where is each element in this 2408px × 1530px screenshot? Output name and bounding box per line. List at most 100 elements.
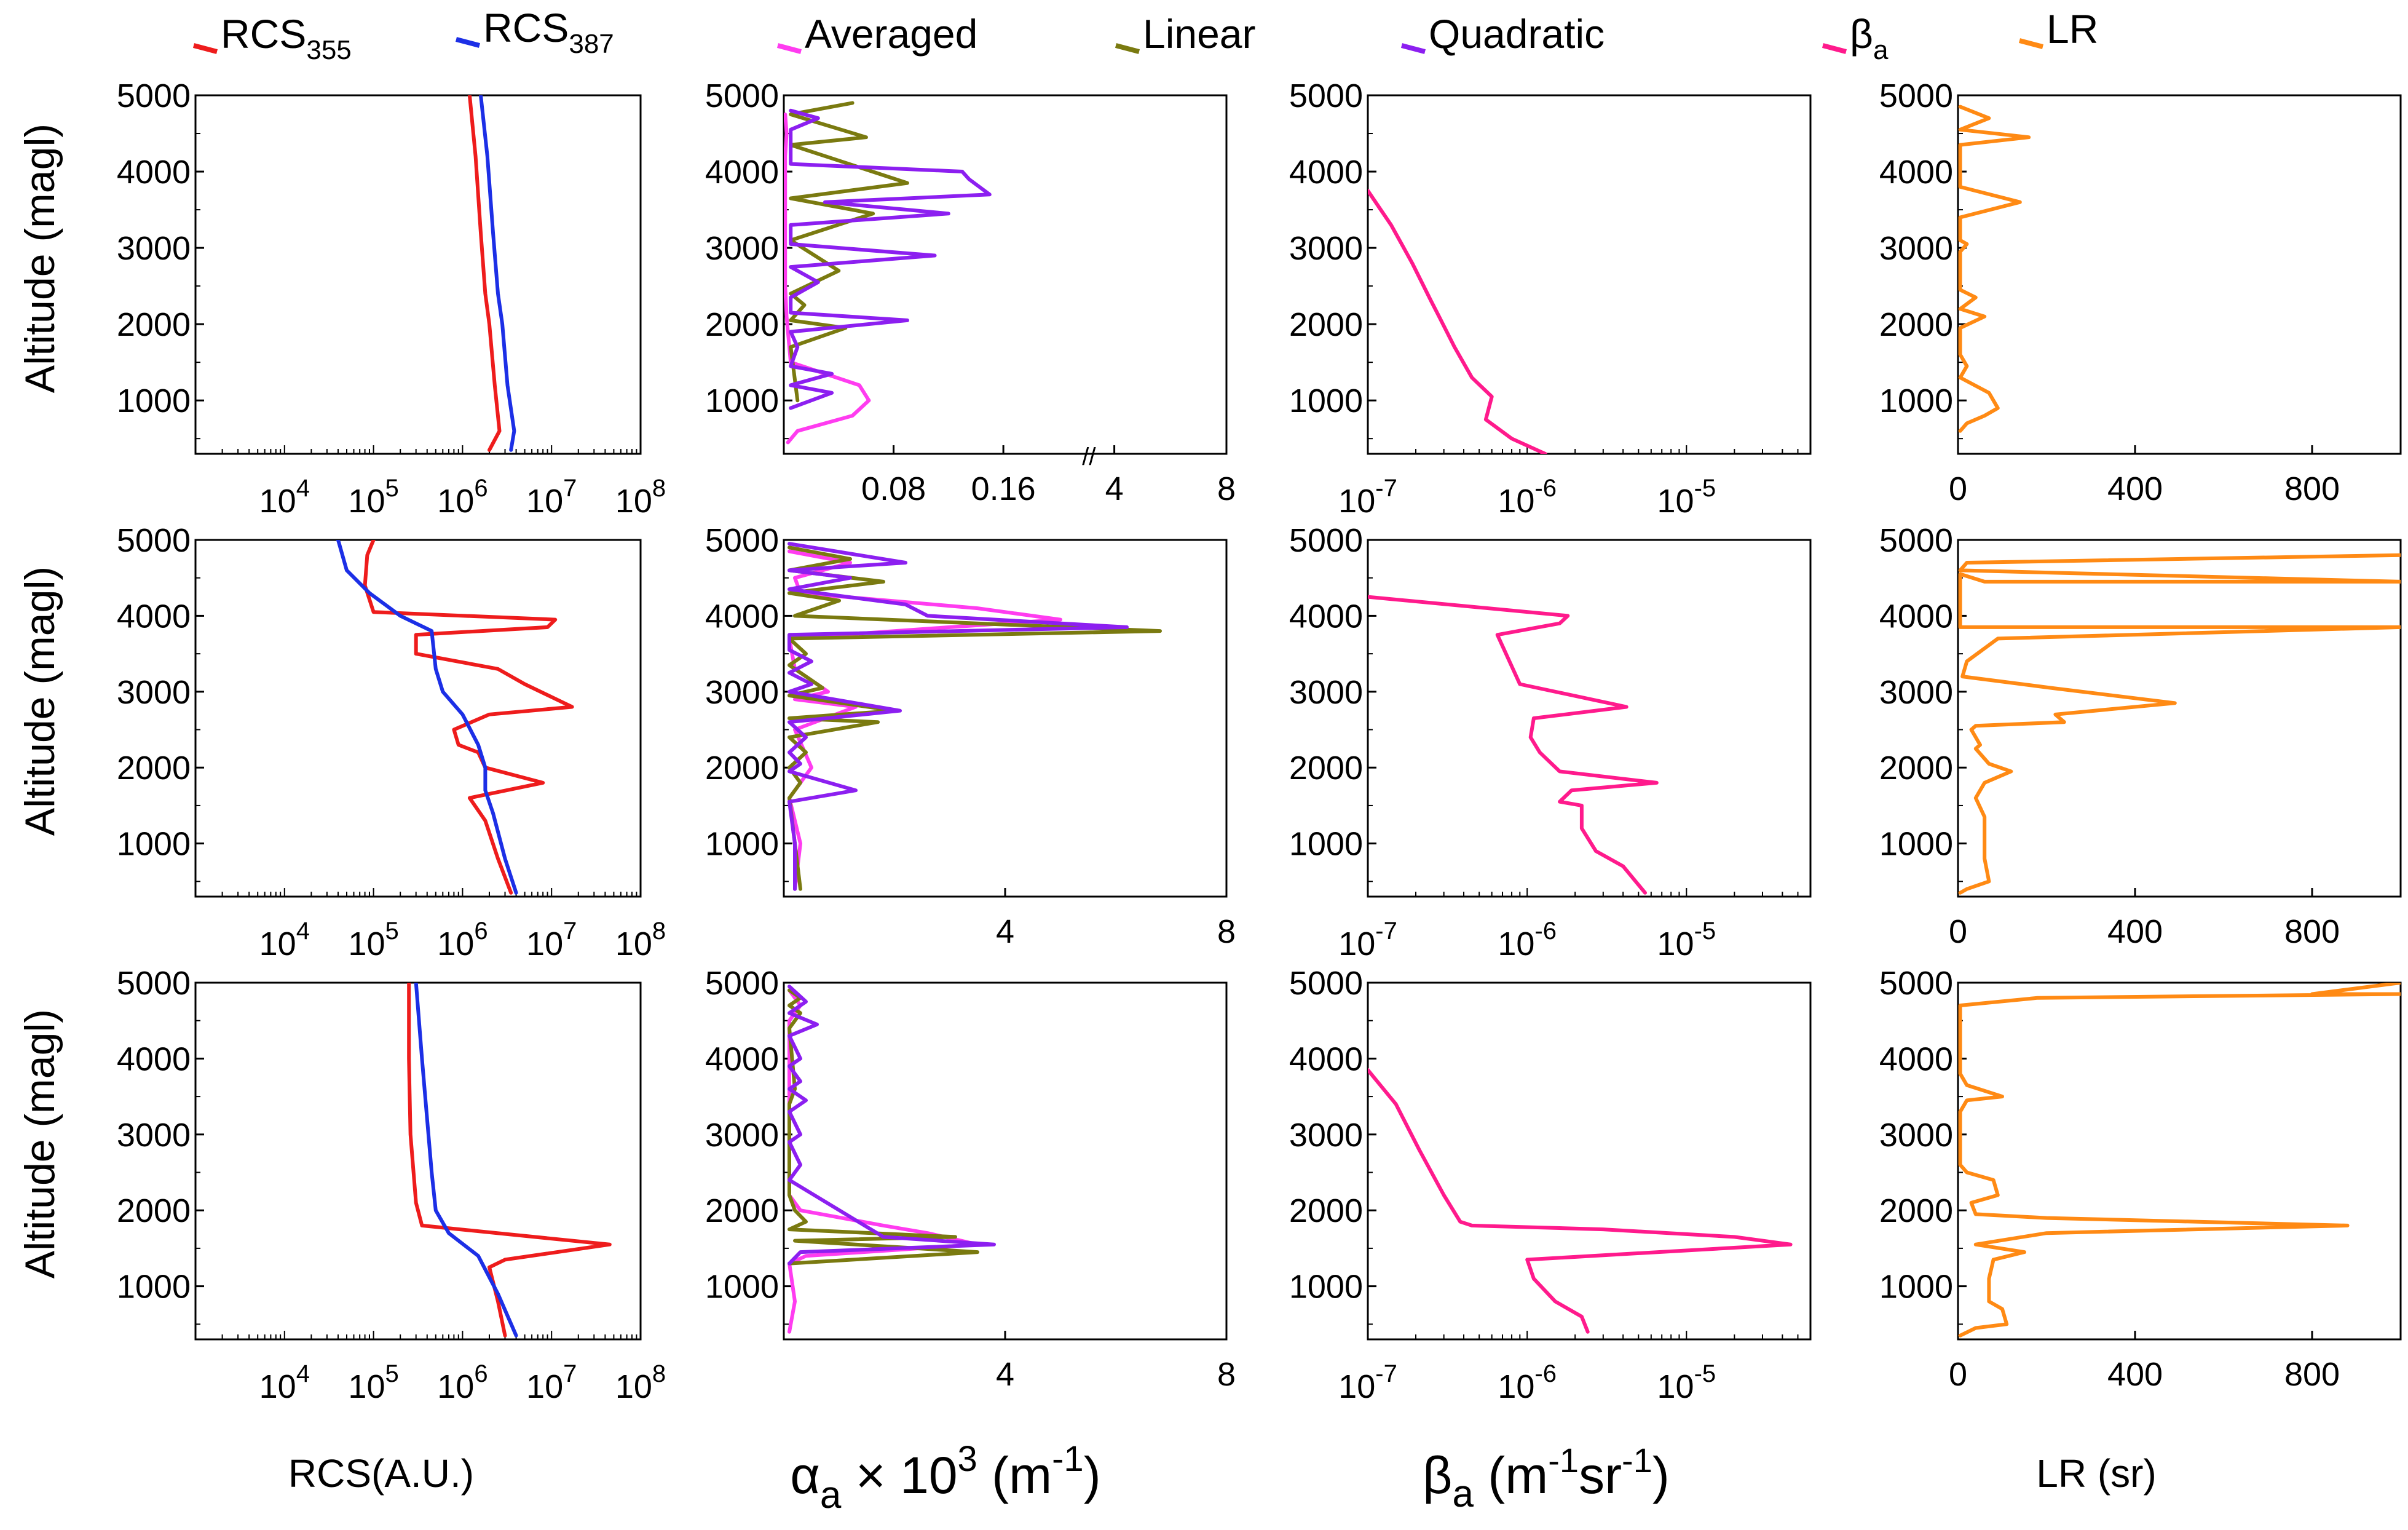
axis-labels: Altitude (magl) Altitude (magl) Altitude…: [17, 124, 2157, 1516]
series-line-quadratic: [789, 108, 992, 410]
x-tick-label: 108: [615, 1360, 666, 1405]
series-line-lr: [1958, 983, 2401, 1338]
legend-swatch: [776, 43, 802, 54]
x-tick-label: 10-5: [1657, 918, 1716, 962]
series-line-beta-a: [1368, 1068, 1793, 1334]
y-tick-label: 5000: [705, 965, 779, 1002]
x-tick-label: 8: [1217, 913, 1236, 950]
y-tick-label: 3000: [705, 674, 779, 711]
y-tick-label: 3000: [1879, 1117, 1953, 1154]
x-axis-label-lr: LR (sr): [2036, 1451, 2157, 1496]
series-line-averaged: [788, 988, 979, 1334]
y-tick-label: 1000: [1289, 382, 1363, 419]
panel-frame: [783, 981, 1228, 1341]
legend-entry-averaged: Averaged: [776, 11, 977, 57]
y-tick-label: 2000: [117, 306, 191, 343]
panel-row1-rcs: 1000 2000 3000 4000 5000 104 105 106 107 108: [117, 77, 666, 520]
panel-row2-rcs: 1000 2000 3000 4000 5000 104 105 106 107 108: [117, 522, 666, 962]
panel-row2-beta: 1000 2000 3000 4000 5000 10-7 10-6 10-5: [1289, 522, 1812, 962]
x-tick-label: 4: [1105, 470, 1124, 507]
x-axis-label-alpha: αa × 103 (m-1): [790, 1439, 1100, 1516]
x-tick-label: 108: [615, 475, 666, 520]
x-tick-label: 10-6: [1498, 1360, 1557, 1405]
y-tick-label: 5000: [117, 522, 191, 559]
y-tick-label: 3000: [1879, 230, 1953, 267]
x-tick-label: 107: [526, 1360, 577, 1405]
panel-frame: [194, 539, 642, 898]
x-tick-label: 10-7: [1338, 1360, 1397, 1405]
beta-unit-close: ): [1652, 1446, 1670, 1504]
y-tick-label: 1000: [117, 1269, 191, 1306]
legend-label: RCS387: [483, 5, 614, 59]
x-tick-label: 800: [2284, 913, 2340, 950]
legend-entry-linear: Linear: [1115, 11, 1255, 57]
y-tick-label: 3000: [1289, 674, 1363, 711]
alpha-subscript: a: [820, 1474, 842, 1516]
legend-entry-rcs387: RCS387: [455, 5, 614, 59]
y-tick-label: 5000: [1879, 965, 1953, 1002]
x-tick-label: 105: [348, 918, 398, 962]
legend-swatch: [455, 37, 481, 48]
panel-frame: [194, 981, 642, 1341]
legend-entry-beta-a: βa: [1822, 11, 1889, 65]
y-tick-label: 3000: [117, 1117, 191, 1154]
y-tick-label: 3000: [117, 674, 191, 711]
y-axis-label-row1: Altitude (magl): [17, 124, 63, 393]
y-tick-label: 1000: [117, 826, 191, 863]
y-tick-label: 3000: [705, 1117, 779, 1154]
y-tick-label: 4000: [705, 598, 779, 635]
legend-swatch: [192, 43, 218, 54]
x-tick-label: 10-6: [1498, 475, 1557, 520]
x-tick-label: 10-5: [1657, 1360, 1716, 1405]
panel-frame: [1367, 94, 1812, 455]
series-line-rcs355: [407, 983, 612, 1338]
y-tick-label: 1000: [117, 382, 191, 419]
x-tick-label: 107: [526, 475, 577, 520]
y-tick-label: 2000: [1879, 306, 1953, 343]
x-tick-label: 400: [2107, 913, 2163, 950]
x-axis-label-rcs: RCS(A.U.): [288, 1451, 474, 1496]
x-tick-label: 105: [348, 1360, 398, 1405]
panel-frame: [1957, 94, 2402, 455]
x-tick-label: 10-6: [1498, 918, 1557, 962]
series-line-rcs355: [467, 95, 502, 452]
alpha-unit-close: ): [1084, 1446, 1101, 1504]
panel-row3-beta: 1000 2000 3000 4000 5000 10-7 10-6 10-5: [1289, 965, 1812, 1405]
series-line-rcs387: [479, 95, 516, 452]
y-tick-label: 2000: [1289, 306, 1363, 343]
series-line-rcs355: [363, 540, 574, 895]
alpha-times: × 10: [841, 1446, 957, 1504]
panel-row3-alpha: 1000 2000 3000 4000 5000 4 8: [705, 965, 1236, 1393]
alpha-symbol: α: [790, 1446, 820, 1504]
y-tick-label: 3000: [1289, 230, 1363, 267]
y-tick-label: 2000: [1289, 1192, 1363, 1229]
y-tick-label: 4000: [117, 154, 191, 191]
y-tick-label: 4000: [117, 1040, 191, 1077]
series-line-quadratic: [788, 985, 996, 1266]
x-tick-label: 10-7: [1338, 918, 1397, 962]
panel-frame: [1957, 539, 2402, 898]
x-tick-label: 8: [1217, 1356, 1236, 1393]
y-tick-label: 5000: [1879, 522, 1953, 559]
y-tick-label: 5000: [117, 77, 191, 114]
panel-frame: [783, 94, 1228, 455]
beta-unit-sr: sr: [1579, 1446, 1622, 1504]
legend-swatch: [2018, 38, 2044, 49]
x-tick-label: 106: [437, 918, 488, 962]
axis-break-mark: //: [1082, 443, 1096, 470]
panel-row1-alpha: 1000 2000 3000 4000 5000 0.08 0.16 4 8 //: [705, 77, 1236, 507]
beta-subscript: a: [1452, 1473, 1474, 1515]
panel-frame: [783, 539, 1228, 898]
y-tick-label: 2000: [117, 750, 191, 787]
y-tick-label: 5000: [1289, 965, 1363, 1002]
panel-frame: [194, 94, 642, 455]
x-tick-label: 400: [2107, 470, 2163, 507]
series-line-rcs387: [414, 983, 518, 1338]
panel-row3-rcs: 1000 2000 3000 4000 5000 104 105 106 107 108: [117, 965, 666, 1405]
x-tick-label: 0.08: [861, 470, 926, 507]
y-tick-label: 5000: [705, 77, 779, 114]
y-tick-label: 2000: [705, 1192, 779, 1229]
beta-unit-exponent-1: -1: [1548, 1441, 1579, 1480]
y-tick-label: 2000: [1879, 750, 1953, 787]
alpha-unit-exponent: -1: [1052, 1439, 1084, 1479]
